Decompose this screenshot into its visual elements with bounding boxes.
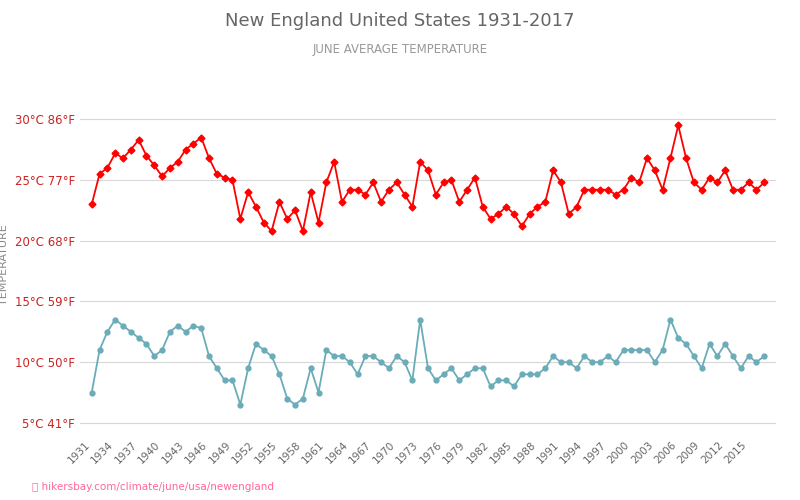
Text: JUNE AVERAGE TEMPERATURE: JUNE AVERAGE TEMPERATURE bbox=[313, 42, 487, 56]
Text: 📍 hikersbay.com/climate/june/usa/newengland: 📍 hikersbay.com/climate/june/usa/newengl… bbox=[32, 482, 274, 492]
Text: New England United States 1931-2017: New England United States 1931-2017 bbox=[226, 12, 574, 30]
Y-axis label: TEMPERATURE: TEMPERATURE bbox=[0, 224, 10, 306]
